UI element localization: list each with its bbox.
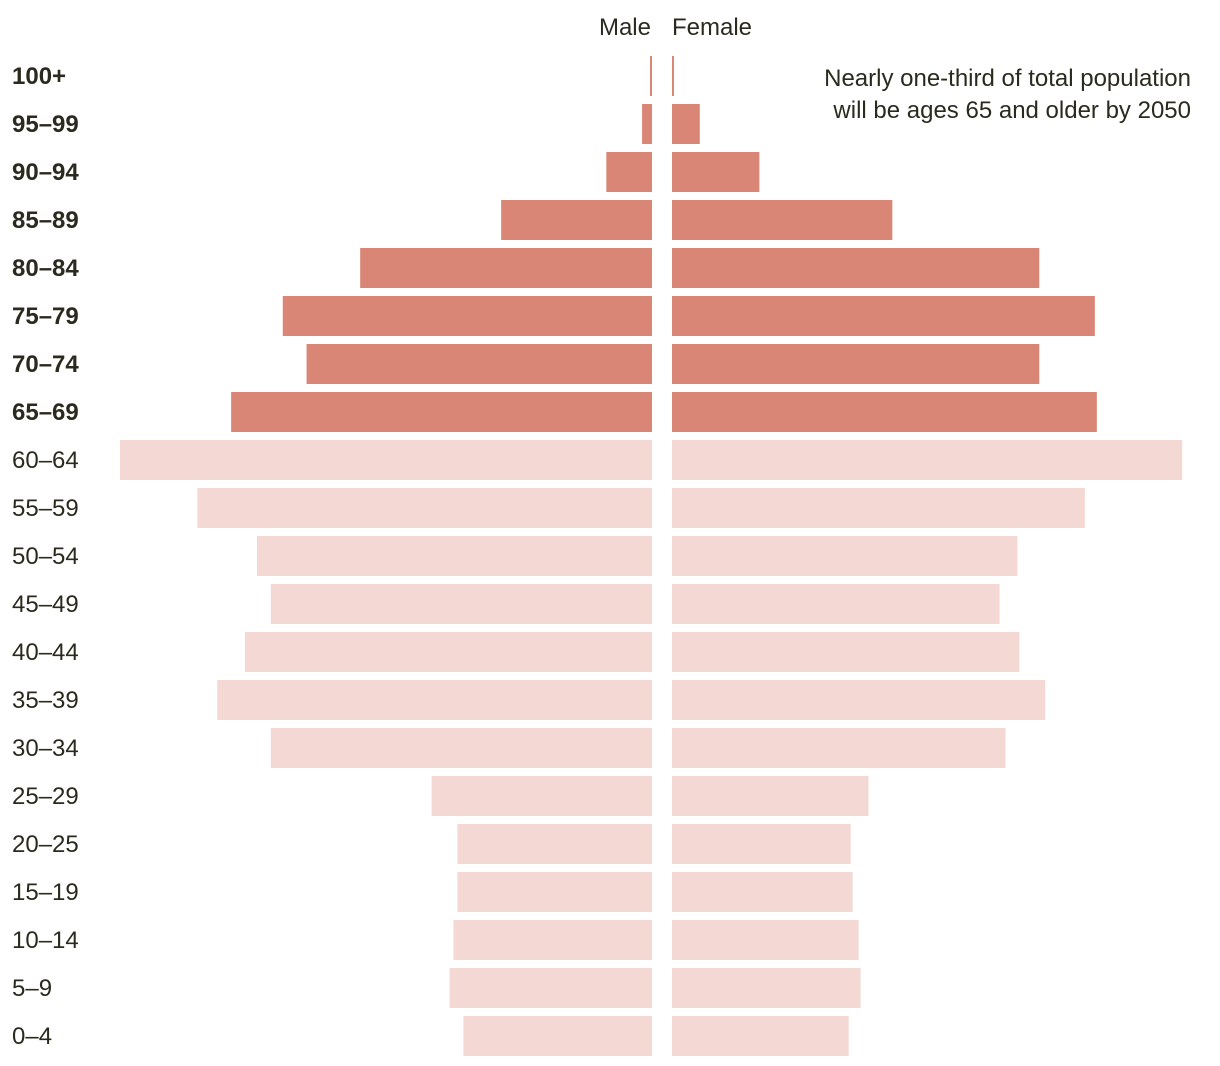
male-legend-label: Male <box>599 14 651 41</box>
age-label-45-49: 45–49 <box>12 591 79 618</box>
male-bar-35-39 <box>217 680 652 720</box>
female-bar-85-89 <box>672 200 893 240</box>
male-bar-30-34 <box>270 728 652 768</box>
male-bar-70-74 <box>306 344 652 384</box>
female-bar-50-54 <box>672 536 1018 576</box>
female-bar-55-59 <box>672 488 1085 528</box>
female-bar-45-49 <box>672 584 1000 624</box>
female-bar-100plus <box>672 56 674 96</box>
female-bar-25-29 <box>672 776 869 816</box>
bars-group <box>119 56 1183 1056</box>
female-bar-10-14 <box>672 920 859 960</box>
male-bar-55-59 <box>197 488 653 528</box>
age-label-10-14: 10–14 <box>12 927 79 954</box>
male-bar-45-49 <box>270 584 652 624</box>
female-legend-label: Female <box>672 14 752 41</box>
age-label-80-84: 80–84 <box>12 255 79 282</box>
annotation-line-1: Nearly one-third of total population <box>824 65 1191 92</box>
age-label-60-64: 60–64 <box>12 447 79 474</box>
age-label-90-94: 90–94 <box>12 159 79 186</box>
age-label-100plus: 100+ <box>12 63 66 90</box>
age-label-15-19: 15–19 <box>12 879 79 906</box>
female-bar-75-79 <box>672 296 1095 336</box>
age-label-40-44: 40–44 <box>12 639 79 666</box>
male-bar-25-29 <box>431 776 652 816</box>
male-bar-5-9 <box>449 968 652 1008</box>
age-label-65-69: 65–69 <box>12 399 79 426</box>
male-bar-75-79 <box>282 296 652 336</box>
age-label-20-25: 20–25 <box>12 831 79 858</box>
female-bar-5-9 <box>672 968 861 1008</box>
male-bar-15-19 <box>457 872 652 912</box>
age-label-95-99: 95–99 <box>12 111 79 138</box>
age-label-25-29: 25–29 <box>12 783 79 810</box>
annotation-line-2: will be ages 65 and older by 2050 <box>832 97 1191 124</box>
age-label-30-34: 30–34 <box>12 735 79 762</box>
female-bar-0-4 <box>672 1016 849 1056</box>
male-bar-40-44 <box>245 632 652 672</box>
female-bar-90-94 <box>672 152 760 192</box>
female-bar-35-39 <box>672 680 1046 720</box>
female-bar-30-34 <box>672 728 1006 768</box>
male-bar-65-69 <box>231 392 652 432</box>
age-label-75-79: 75–79 <box>12 303 79 330</box>
male-bar-60-64 <box>119 440 653 480</box>
age-label-70-74: 70–74 <box>12 351 79 378</box>
male-bar-50-54 <box>256 536 652 576</box>
age-labels-group: 100+ 95–99 90–94 85–89 80–84 75–79 70–74 65–69 6… <box>12 63 79 1050</box>
age-label-5-9: 5–9 <box>12 975 52 1002</box>
male-bar-90-94 <box>606 152 652 192</box>
female-bar-60-64 <box>672 440 1183 480</box>
female-bar-80-84 <box>672 248 1040 288</box>
male-bar-100plus <box>650 56 652 96</box>
age-label-55-59: 55–59 <box>12 495 79 522</box>
age-label-35-39: 35–39 <box>12 687 79 714</box>
female-bar-70-74 <box>672 344 1040 384</box>
female-bar-20-25 <box>672 824 851 864</box>
male-bar-0-4 <box>463 1016 652 1056</box>
female-bar-65-69 <box>672 392 1097 432</box>
male-bar-80-84 <box>360 248 652 288</box>
age-label-50-54: 50–54 <box>12 543 79 570</box>
female-bar-40-44 <box>672 632 1020 672</box>
female-bar-15-19 <box>672 872 853 912</box>
female-bar-95-99 <box>672 104 700 144</box>
age-label-85-89: 85–89 <box>12 207 79 234</box>
male-bar-85-89 <box>501 200 652 240</box>
male-bar-20-25 <box>457 824 652 864</box>
male-bar-95-99 <box>642 104 652 144</box>
age-label-0-4: 0–4 <box>12 1023 52 1050</box>
male-bar-10-14 <box>453 920 652 960</box>
